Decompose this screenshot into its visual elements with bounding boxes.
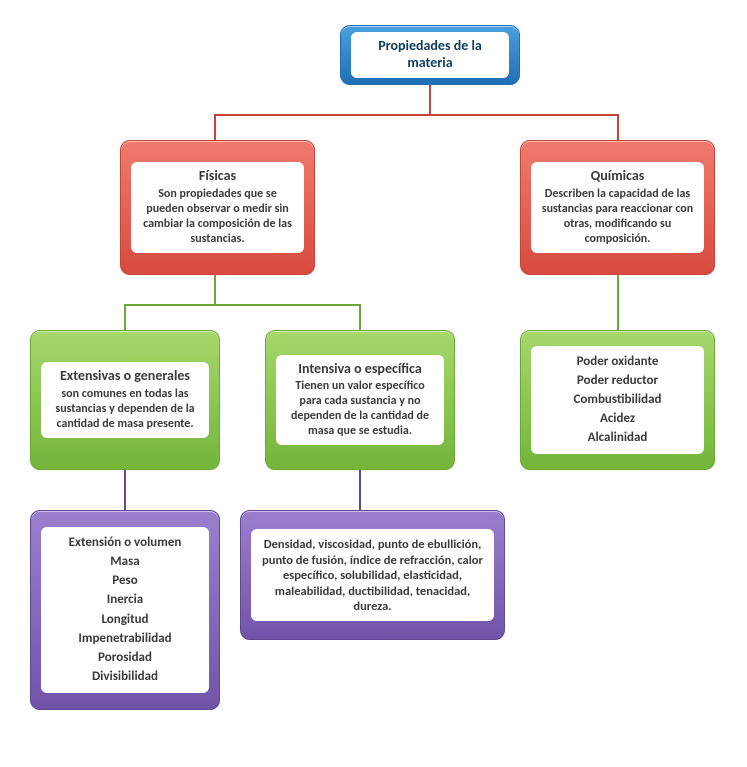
quimicas-desc: Describen la capacidad de las sustancias… (539, 187, 696, 247)
node-fisicas: Físicas Son propiedades que se pueden ob… (120, 140, 315, 275)
list-item: Inercia (49, 591, 201, 609)
node-quimicas: Químicas Describen la capacidad de las s… (520, 140, 715, 275)
node-extensivas: Extensivas o generales son comunes en to… (30, 330, 220, 470)
root-title: Propiedades de la materia (359, 38, 501, 72)
fisicas-title: Físicas (139, 168, 296, 185)
intensiva-desc: Tienen un valor específico para cada sus… (284, 379, 436, 439)
list-item: Alcalinidad (539, 429, 696, 447)
list-item: Porosidad (49, 649, 201, 667)
list-item: Combustibilidad (539, 391, 696, 409)
list-item: Extensión o volumen (49, 534, 201, 552)
list-item: Longitud (49, 611, 201, 629)
fisicas-desc: Son propiedades que se pueden observar o… (139, 187, 296, 247)
node-intensiva-list: Densidad, viscosidad, punto de ebullició… (240, 510, 505, 640)
list-item: Poder reductor (539, 372, 696, 390)
intensiva-list-desc: Densidad, viscosidad, punto de ebullició… (259, 537, 486, 615)
list-item: Impenetrabilidad (49, 630, 201, 648)
list-item: Acidez (539, 410, 696, 428)
node-quimicas-list: Poder oxidantePoder reductorCombustibili… (520, 330, 715, 470)
intensiva-title: Intensiva o específica (284, 361, 436, 378)
node-root: Propiedades de la materia (340, 25, 520, 85)
node-intensiva: Intensiva o específica Tienen un valor e… (265, 330, 455, 470)
extensivas-list: Extensión o volumenMasaPesoInercia Longit… (41, 527, 209, 694)
extensivas-title: Extensivas o generales (49, 368, 201, 385)
extensivas-desc: son comunes en todas las sustancias y de… (49, 387, 201, 432)
list-item: Masa (49, 553, 201, 571)
list-item: Poder oxidante (539, 353, 696, 371)
quimicas-title: Químicas (539, 168, 696, 185)
list-item: Peso (49, 572, 201, 590)
quimicas-list: Poder oxidantePoder reductorCombustibili… (531, 346, 704, 455)
list-item: Divisibilidad (49, 668, 201, 686)
diagram-canvas: Propiedades de la materia Físicas Son pr… (10, 10, 737, 757)
node-extensivas-list: Extensión o volumenMasaPesoInercia Longit… (30, 510, 220, 710)
